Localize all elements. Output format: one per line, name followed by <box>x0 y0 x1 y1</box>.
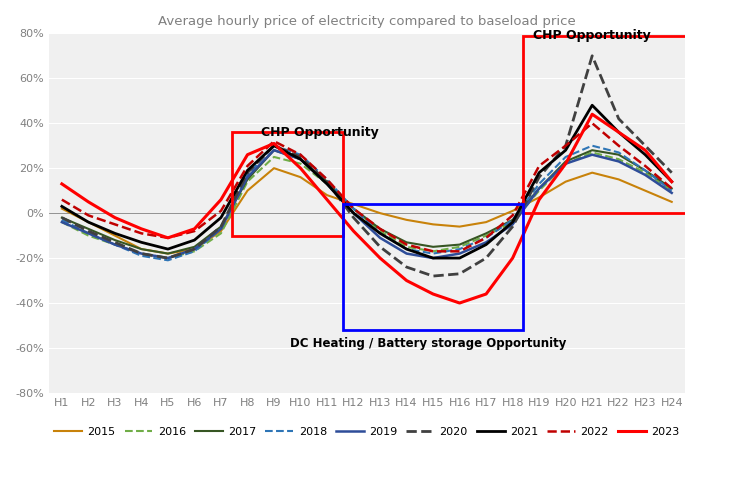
Text: CHP Opportunity: CHP Opportunity <box>534 29 651 42</box>
Text: CHP Opportunity: CHP Opportunity <box>261 126 378 139</box>
Title: Average hourly price of electricity compared to baseload price: Average hourly price of electricity comp… <box>158 15 575 28</box>
Bar <box>523 36 688 213</box>
Legend: 2015, 2016, 2017, 2018, 2019, 2020, 2021, 2022, 2023: 2015, 2016, 2017, 2018, 2019, 2020, 2021… <box>50 423 684 441</box>
Bar <box>232 132 343 236</box>
Text: DC Heating / Battery storage Opportunity: DC Heating / Battery storage Opportunity <box>290 337 566 350</box>
Bar <box>343 204 523 330</box>
